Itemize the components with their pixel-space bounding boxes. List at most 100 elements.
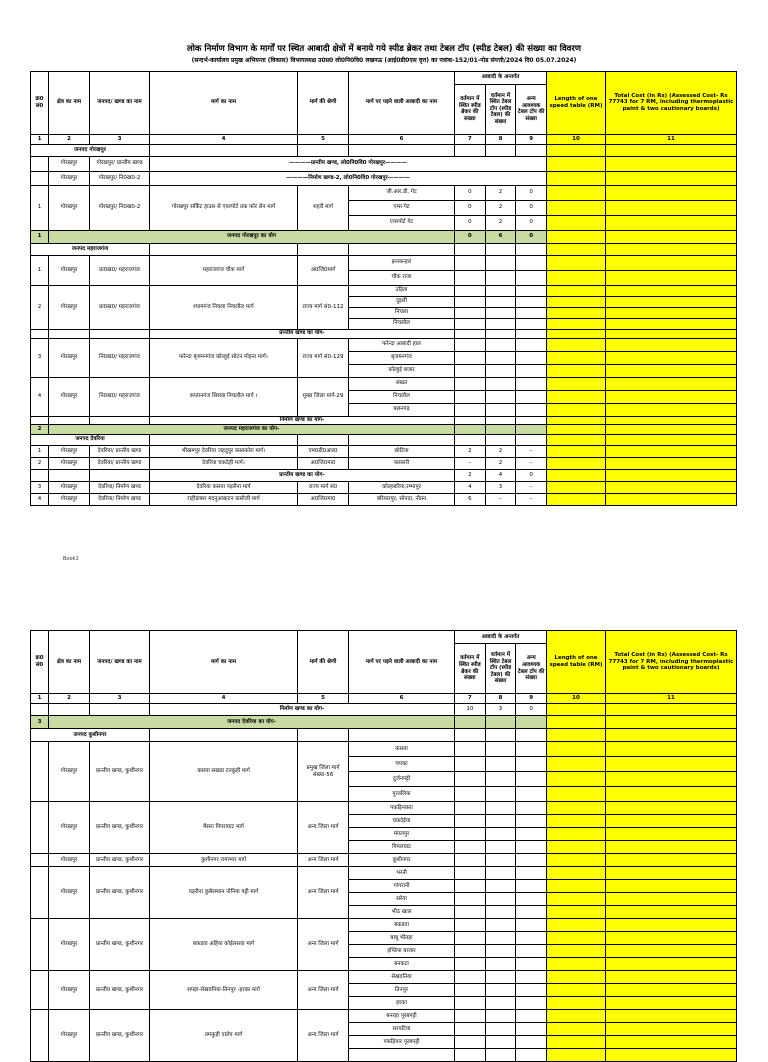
cost-cell (605, 480, 737, 494)
cost-cell (605, 853, 737, 867)
cost-cell (605, 389, 737, 404)
required-table-top-cell: – (515, 480, 547, 494)
required-table-top-cell (515, 879, 547, 893)
column-number: 6 (348, 133, 455, 145)
length-cell (546, 269, 606, 286)
village-cell: कोल्हुई बजार (348, 363, 455, 378)
cost-cell (605, 444, 737, 458)
cost-cell (605, 771, 737, 787)
subtotal-required (515, 328, 547, 339)
speed-breaker-count-cell (454, 786, 486, 802)
table-top-count-cell (484, 306, 517, 319)
value-cell (454, 728, 486, 742)
column-number: 1 (30, 133, 49, 145)
division-banner-row: गोरखपुर गोरखपुर/ नि0ख0-2 ————निर्माण खण्ड-… (30, 170, 737, 186)
village-cell: निचलौल (348, 317, 455, 330)
table-top-count-cell (484, 741, 517, 757)
table-top-count-cell (484, 402, 517, 417)
table-top-count-cell (484, 931, 517, 945)
length-cell (546, 879, 606, 893)
district-total-label: जनपद महराजगंज का योग- (48, 423, 455, 435)
speed-breaker-count-cell (454, 931, 486, 945)
length-cell (546, 468, 606, 482)
cost-cell (605, 905, 737, 919)
area-cell: गोरखपुर (48, 337, 90, 378)
area-cell: गोरखपुर (48, 918, 90, 971)
village-cell: हरका (348, 996, 455, 1010)
cost-cell (605, 143, 737, 157)
road-name-cell: तमकुही एप्रोच मार्ग (149, 1009, 298, 1062)
village-cell: कोल्हबरिया,रम्भापुर (348, 480, 455, 494)
length-cell (546, 402, 606, 417)
header-existing-table-tops: वर्तमान में स्थित टेबल टॉप (स्पीड टेबल) … (484, 83, 517, 135)
village-cell: दुर्जनपट्टी (348, 771, 455, 787)
speed-breaker-count-cell (454, 957, 486, 971)
required-table-top-cell (515, 254, 547, 271)
empty-cell (30, 703, 49, 716)
table-top-count-cell (484, 771, 517, 787)
length-cell (546, 814, 606, 828)
road-category-cell: अन्य जिला मार्ग (297, 1009, 349, 1062)
road-category-cell: शहरी मार्ग (297, 184, 349, 231)
cost-cell (605, 284, 737, 297)
road-name-cell: कुशीनगर रामाभार मार्ग (149, 853, 298, 867)
empty-cell (149, 242, 298, 256)
length-cell (546, 1009, 606, 1023)
header-speed-table-length: Length of one speed table (RM) (546, 70, 606, 135)
header-existing-speed-breakers: वर्तमान में स्थित स्पीड ब्रेकर की संख्या (454, 643, 486, 694)
speed-breaker-count-cell (454, 814, 486, 828)
serial-cell: 4 (30, 376, 49, 417)
road-row: निचला (31, 306, 737, 319)
length-cell (546, 306, 606, 319)
header-subrow: वर्तमान में स्थित स्पीड ब्रेकर की संख्या… (31, 643, 737, 694)
cost-cell (605, 715, 737, 729)
empty-cell (297, 728, 349, 742)
cost-cell (605, 741, 737, 757)
road-name-cell: महराजगंज चौक मार्ग (149, 254, 298, 286)
table-top-count-cell (484, 1009, 517, 1023)
village-cell: निचलौल (348, 389, 455, 404)
length-cell (546, 771, 606, 787)
village-cell: झनकन्हरा (348, 254, 455, 271)
road-row: गोरखपुर प्रान्तीय खण्ड, कुशीनगर सपहा-सेखवन… (30, 970, 737, 1010)
village-cell: मंगलपुर (348, 827, 455, 841)
column-number: 4 (149, 133, 298, 145)
header-required-table-tops: अन्य आवश्यक टेबल टॉप की संख्या (515, 83, 547, 135)
area-cell: गोरखपुर (48, 1009, 90, 1062)
column-number: 5 (297, 133, 349, 145)
cost-cell (605, 957, 737, 971)
empty-cell (30, 415, 49, 425)
length-cell (546, 931, 606, 945)
empty-cell (297, 143, 349, 157)
empty-cell (348, 433, 455, 446)
length-cell (546, 957, 606, 971)
cost-cell (605, 214, 737, 231)
division-cell: प्रान्तीय खण्ड, कुशीनगर (89, 801, 150, 854)
road-category-cell: अन्य जिला मार्ग (297, 866, 349, 919)
empty-cell (89, 328, 150, 339)
length-cell (546, 389, 606, 404)
road-name-cell: बकडवा अहिया कोईलसवा मार्ग (149, 918, 298, 971)
village-cell: पिपराघाट (348, 840, 455, 854)
serial-cell: 4 (30, 492, 49, 506)
district-total-row: 3 जनपद देवरिया का योग- (30, 715, 737, 729)
cost-cell (605, 337, 737, 352)
empty-cell (348, 728, 455, 742)
table-top-count-cell (484, 918, 517, 932)
road-row: 2 गोरखपुर प्रा0ख0/ महराजगंज श्यामगंज निचला … (30, 284, 737, 330)
road-category-cell: अन्य जिला मार्ग (297, 853, 349, 867)
serial-cell (30, 918, 49, 971)
area-cell: गोरखपुर (48, 741, 90, 802)
length-cell (546, 801, 606, 815)
district-total-label: जनपद देवरिया का योग- (48, 715, 455, 729)
road-row: गोरखपुर प्रान्तीय खण्ड, कुशीनगर कुशीनगर रा… (30, 853, 737, 867)
header-road-category: मार्ग की श्रेणी (297, 630, 349, 694)
cost-cell (605, 892, 737, 906)
speed-breaker-count-cell (454, 918, 486, 932)
required-table-top-cell (515, 801, 547, 815)
road-category-cell: राज्य मार्ग सं0 (297, 480, 349, 494)
length-cell (546, 905, 606, 919)
road-row: चपका (31, 756, 737, 772)
speed-breaker-count-cell: 2 (454, 444, 486, 458)
district-section-label: जनपद महराजगंज (30, 242, 150, 256)
